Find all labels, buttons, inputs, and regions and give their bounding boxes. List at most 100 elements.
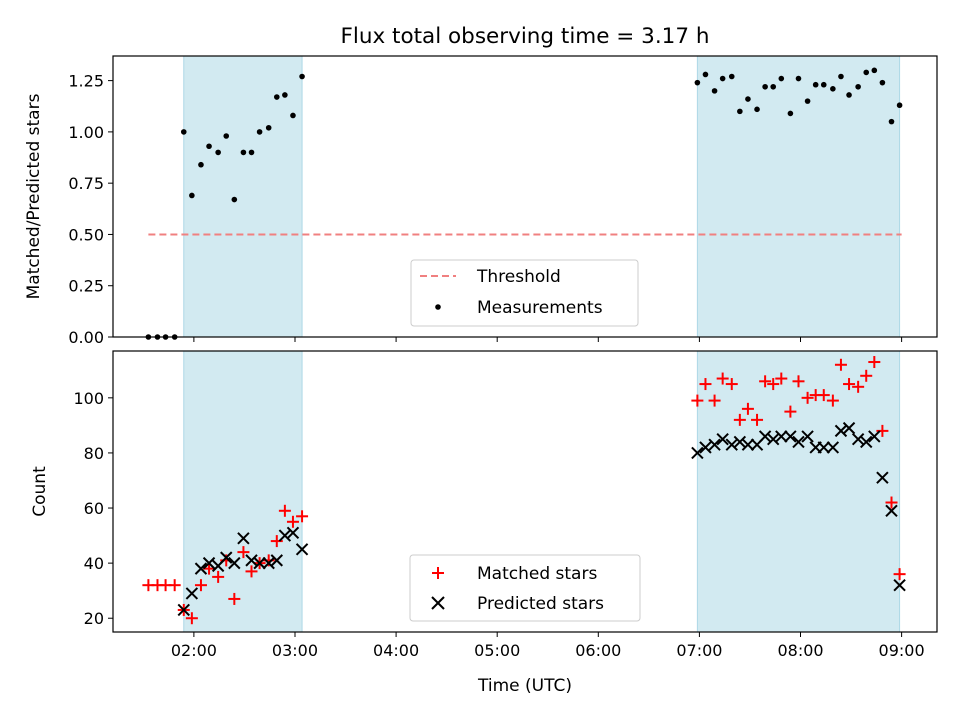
x-tick-label: 03:00 [272,641,318,660]
measurement-point [694,79,701,86]
ratio-panel-frame [112,55,938,338]
matched-star-point [767,378,780,391]
measurement-point [778,75,785,82]
measurement-point [198,161,204,168]
matched-star-point [852,380,865,393]
matched-star-point [194,579,207,592]
predicted-star-point [194,562,208,575]
predicted-star-point [237,532,250,545]
measurement-point [737,108,743,115]
measurement-point [223,133,230,139]
count-y-axis-label: Count [30,466,50,517]
measurement-point [290,112,296,119]
predicted-star-point [784,430,797,443]
measurement-point [812,81,819,88]
x-axis-label: Time (UTC) [477,676,572,696]
observing-span-0-0 [183,56,303,337]
measurement-point [256,129,263,135]
predicted-star-point [868,430,881,443]
y-tick-label: 60 [84,499,104,518]
predicted-star-point [177,603,190,617]
predicted-star-point [699,441,712,454]
predicted-star-point [262,556,275,570]
measurement-point [265,124,272,131]
count-legend-frame [409,554,641,622]
predicted-star-point [185,587,199,600]
predicted-star-point [792,435,805,449]
matched-star-point [237,546,250,559]
matched-star-point [784,405,797,418]
matched-star-point [203,562,216,575]
matched-star-point [699,378,712,391]
matched-star-point [185,612,198,625]
matched-star-point [708,394,721,407]
y-tick-label: 80 [84,444,104,463]
matched-star-point [885,496,898,509]
predicted-star-point [801,430,814,443]
predicted-star-point [817,441,830,454]
predicted-legend-swatch [431,596,445,610]
measurement-point [215,149,221,156]
measurements-legend-swatch [435,304,441,310]
measurement-point [248,149,255,156]
predicted-star-point [842,421,856,435]
predicted-star-point [758,430,772,443]
y-tick-label: 0.50 [68,225,104,244]
matched-star-point [860,369,873,382]
x-tick-label: 04:00 [373,641,419,660]
measurement-point [871,67,878,74]
ratio-y-axis-label: Matched/Predicted stars [24,93,44,299]
ratio-panel: 0.00 0.25 0.50 0.75 1.00 1.25 Matched/Predict… [24,55,938,347]
y-tick-label: 0.25 [68,277,104,296]
measurement-point [728,73,735,80]
matched-star-point [212,570,225,583]
count-panel-frame [112,350,938,633]
measurement-point [830,86,836,92]
predicted-star-point [716,432,729,446]
predicted-star-point [741,438,755,451]
predicted-star-point [885,504,898,517]
matched-star-point [843,378,856,391]
matched-star-point [759,375,772,388]
predicted-star-point [270,554,283,567]
predicted-star-point [876,471,889,484]
ratio-legend: Threshold Measurements [410,259,639,327]
matched-star-point [801,391,814,404]
measurement-point [838,73,844,80]
predicted-star-point [708,438,721,451]
measurement-point [231,196,238,203]
measurement-point [711,88,718,94]
matched-star-point [228,592,241,605]
matched-star-point [716,372,729,385]
y-tick-label: 0.00 [68,328,104,347]
predicted-legend-label: Predicted stars [477,594,604,614]
predicted-star-point [295,543,309,556]
measurement-point [180,129,187,135]
predicted-star-point [691,446,704,460]
x-tick-label: 06:00 [575,641,621,660]
x-tick-label: 02:00 [171,641,217,660]
threshold-legend-label: Threshold [476,267,561,287]
predicted-star-point [775,430,788,443]
matched-star-point [834,358,847,371]
predicted-star-point [725,438,738,451]
measurement-point [189,192,195,199]
measurement-point [795,75,802,82]
predicted-star-point [220,551,233,564]
x-tick-label: 09:00 [879,641,925,660]
y-tick-label: 1.25 [68,72,104,91]
count-panel: 20 40 60 80 100 02:00 03:00 04:00 05:00 06:00 07:… [30,350,938,696]
matched-legend-label: Matched stars [477,564,597,584]
measurement-point [273,94,280,100]
measurement-point [206,143,212,150]
predicted-star-point [278,529,292,542]
predicted-star-point [228,556,241,570]
measurement-point [719,75,726,82]
matched-star-point [826,394,839,407]
chart-title: Flux total observing time = 3.17 h [341,24,710,49]
x-tick-label: 07:00 [676,641,722,660]
measurement-point [846,92,852,98]
ratio-legend-frame [410,259,639,327]
y-tick-label: 1.00 [68,123,104,142]
